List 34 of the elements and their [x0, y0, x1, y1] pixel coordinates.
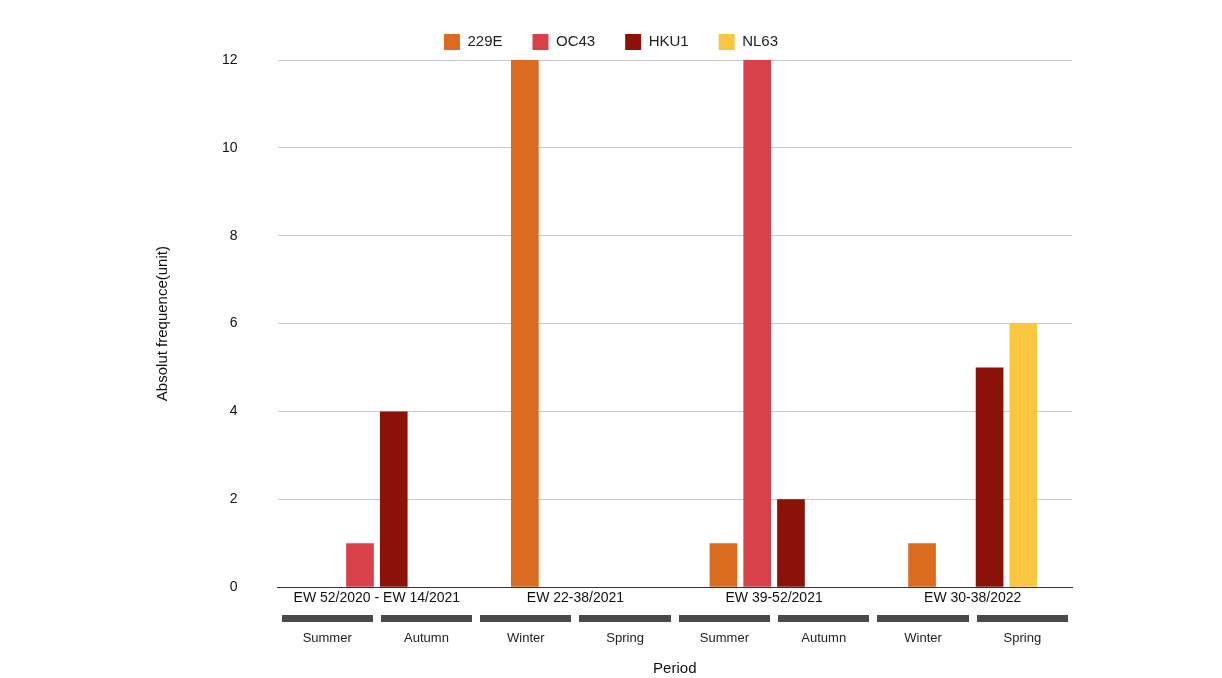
bar	[975, 367, 1004, 587]
y-tick-label: 8	[229, 226, 238, 243]
text: Winter	[506, 630, 546, 646]
text: Summer	[301, 630, 353, 646]
text: Spring	[1002, 630, 1043, 646]
legend-label: 229E	[467, 32, 503, 50]
bar	[743, 60, 772, 587]
text: Spring	[605, 630, 645, 646]
legend-label: OC43	[555, 32, 596, 50]
text: Winter	[903, 630, 943, 646]
bar	[1009, 323, 1038, 587]
x-axis-title: Period	[653, 659, 697, 677]
bar	[908, 543, 936, 587]
y-tick-label: 2	[229, 490, 238, 507]
bar	[777, 499, 805, 587]
legend-label: HKU1	[648, 32, 689, 50]
bar	[346, 543, 374, 587]
text: Summer	[698, 630, 750, 646]
bar	[709, 543, 738, 587]
bar	[379, 411, 408, 587]
bar	[511, 60, 539, 587]
y-tick-label: 10	[221, 138, 238, 155]
y-axis-title: Absolut frequence(unit)	[153, 246, 171, 402]
x-tick-label: EW 52/2020 - EW 14/2021	[293, 589, 461, 606]
x-tick-label: EW 30-38/2022	[924, 589, 1022, 606]
y-tick-label: 12	[221, 50, 238, 67]
text: Autumn	[800, 630, 848, 646]
y-tick-label: 6	[229, 314, 238, 331]
x-tick-label: EW 39-52/2021	[725, 589, 823, 606]
legend-label: NL63	[742, 32, 779, 50]
y-tick-label: 4	[229, 402, 238, 419]
x-tick-label: EW 22-38/2021	[526, 589, 625, 606]
y-tick-label: 0	[229, 578, 238, 595]
text: Autumn	[403, 630, 450, 646]
